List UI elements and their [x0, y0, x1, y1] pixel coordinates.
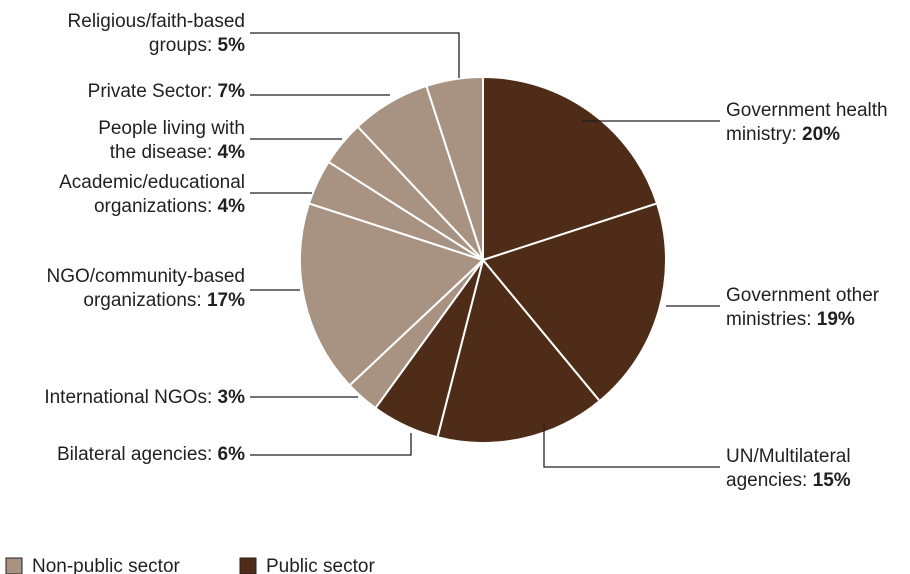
slice-percent-label: 17%: [207, 290, 245, 311]
slice-label: Government health ministry: 20%: [726, 100, 888, 145]
pie-slices: [299, 76, 667, 444]
pie-slice-religious-faith-based-groups: [425, 76, 484, 261]
legend-swatch-nonpublic: [5, 557, 23, 574]
slice-percent-label: 15%: [813, 470, 851, 491]
slice-percent-label: 6%: [218, 444, 246, 465]
legend: Non-public sector Public sector: [5, 556, 375, 574]
slice-label: UN/Multilateral agencies: 15%: [726, 446, 851, 491]
slice-label: Bilateral agencies: 6%: [57, 444, 245, 465]
slice-label: Academic/educational organizations: 4%: [59, 172, 245, 217]
slice-label: International NGOs: 3%: [44, 387, 245, 408]
leader-line: [250, 433, 412, 456]
slice-percent-label: 4%: [218, 196, 246, 217]
slice-label: Private Sector: 7%: [88, 81, 245, 102]
leader-line: [543, 422, 720, 468]
leader-lines: [250, 32, 720, 468]
slice-percent-label: 7%: [218, 81, 246, 102]
pie-slice-government-health-ministry: [482, 76, 659, 261]
slice-percent-label: 3%: [218, 387, 246, 408]
legend-label-nonpublic: Non-public sector: [32, 556, 181, 574]
slice-percent-label: 4%: [218, 142, 246, 163]
slice-label: NGO/community-based organizations: 17%: [46, 266, 245, 311]
slice-label: Religious/faith-based groups: 5%: [68, 11, 246, 56]
pie-slice-government-other-ministries: [482, 202, 667, 402]
slice-percent-label: 20%: [802, 124, 840, 145]
slice-percent-label: 5%: [218, 35, 246, 56]
slice-percent-label: 19%: [817, 309, 855, 330]
leader-line: [250, 32, 460, 78]
slice-label: People living with the disease: 4%: [98, 118, 245, 163]
pie-slice-un-multilateral-agencies: [436, 259, 601, 444]
slice-label: Government other ministries: 19%: [726, 285, 880, 330]
pie-slice-ngo-community-based-organizations: [299, 202, 484, 387]
legend-label-public: Public sector: [266, 556, 375, 574]
legend-swatch-public: [239, 557, 257, 574]
slice-labels: Government health ministry: 20% Government…: [44, 11, 887, 491]
